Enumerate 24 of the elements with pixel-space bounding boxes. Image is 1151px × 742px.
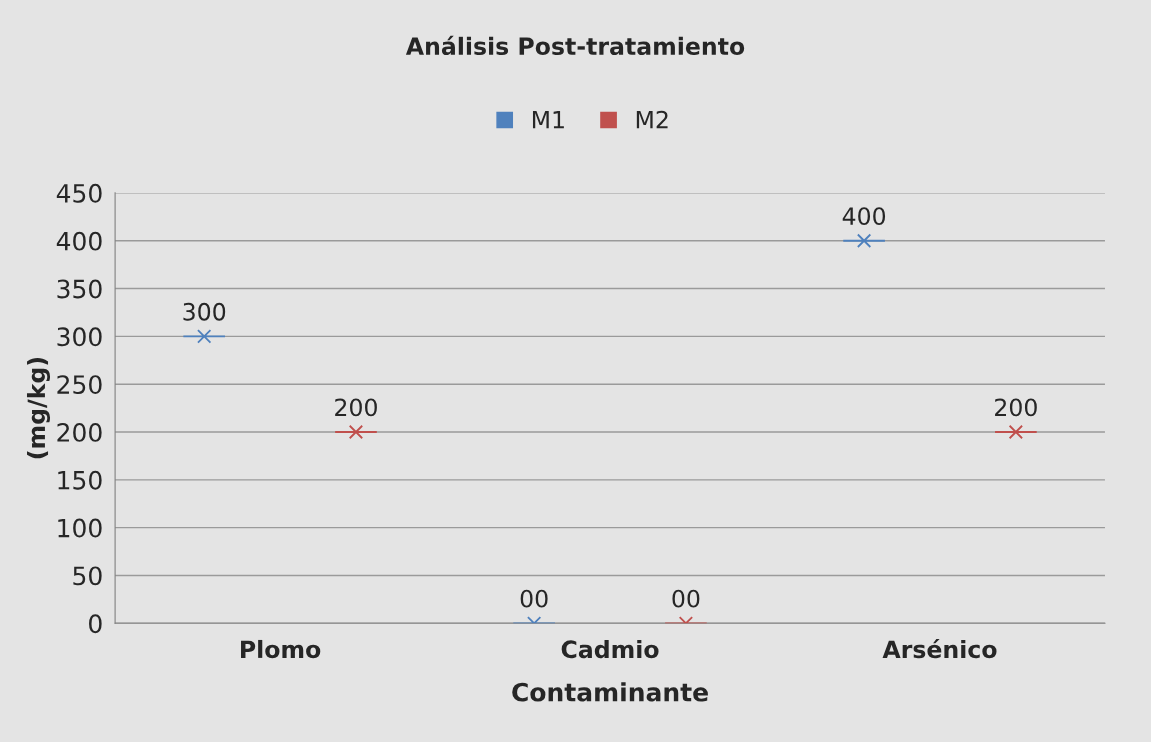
y-axis-title: (mg/kg) (26, 357, 51, 459)
data-label: 00 (520, 589, 548, 608)
y-tick-label: 150 (58, 470, 102, 490)
y-tick-label: 450 (56, 183, 102, 203)
data-label: 00 (672, 589, 700, 608)
legend-label: M1 (532, 111, 564, 129)
data-label: 400 (842, 207, 886, 226)
y-tick-label: 400 (56, 231, 102, 251)
y-tick-label: 100 (58, 518, 102, 538)
legend-label: M2 (636, 110, 668, 129)
y-tick-label: 200 (57, 422, 102, 442)
y-tick-label: 300 (57, 327, 102, 347)
data-label: 300 (183, 302, 226, 321)
x-axis-title: Contaminante (512, 682, 708, 702)
chart-title: Análisis Post-tratamiento (405, 35, 745, 56)
x-tick-label: Cadmio (561, 639, 659, 659)
x-tick-label: Arsénico (882, 639, 997, 659)
data-label: 200 (995, 398, 1037, 417)
data-label: 200 (335, 398, 377, 417)
y-tick-label: 0 (89, 614, 102, 634)
x-tick-label: Plomo (241, 639, 321, 659)
y-tick-label: 50 (73, 566, 102, 586)
y-tick-label: 250 (57, 375, 102, 395)
y-tick-label: 350 (57, 279, 102, 299)
